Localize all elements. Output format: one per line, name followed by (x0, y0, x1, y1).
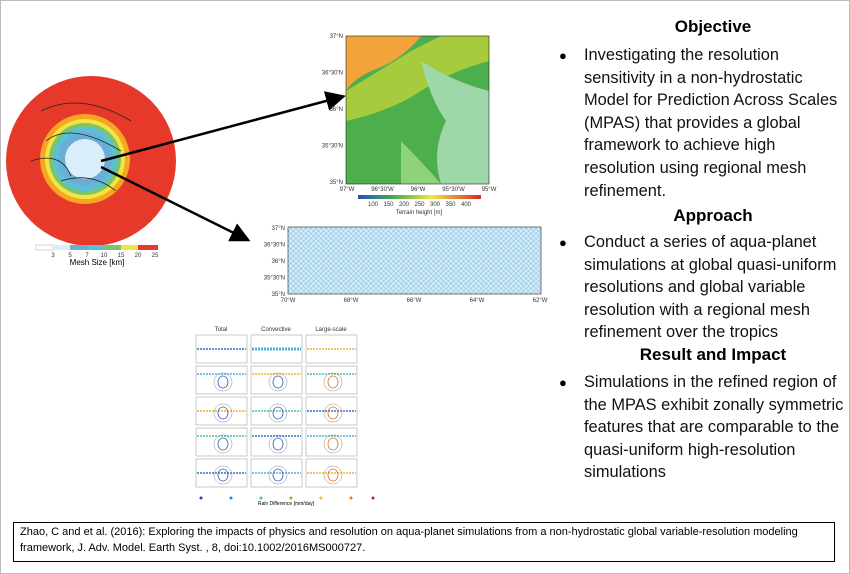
colorbar-tick: 3 (51, 253, 55, 259)
bullet-dot: ● (559, 48, 567, 63)
colorbar-tick: 250 (414, 202, 425, 208)
bullet-text: Investigating the resolution sensitivity… (584, 46, 838, 200)
bullet-dot: ● (559, 375, 567, 390)
colorbar-tick: 20 (135, 253, 142, 259)
globe (6, 76, 176, 246)
panel-ring (323, 372, 343, 392)
lon-label: 96°30'W (371, 187, 394, 193)
bullet-text: Simulations in the refined region of the… (584, 373, 844, 482)
bullet-text: Conduct a series of aqua-planet simulati… (584, 233, 837, 342)
panel-ring (272, 406, 284, 420)
lon-label: 95°30'W (442, 187, 465, 193)
colorbar-tick: 400 (461, 202, 472, 208)
lon-label: 68°W (344, 298, 359, 304)
colorbar-label: Rain Difference [mm/day] (258, 501, 315, 507)
panel (195, 365, 248, 395)
panel-ring (268, 403, 288, 423)
panel-ring (323, 434, 343, 454)
panel-ring (323, 465, 343, 485)
lon-label: 62°W (533, 298, 548, 304)
colorbar-tick: 15 (118, 253, 125, 259)
lon-label: 97°W (340, 187, 355, 193)
panel-ring (217, 406, 229, 420)
lon-label: 96°W (411, 187, 426, 193)
lon-label: 95°W (482, 187, 497, 193)
panel-column-title: Large-scale (315, 327, 347, 333)
panel-column-title: Convective (261, 327, 291, 333)
panel-ring (272, 375, 284, 389)
mesh-map (287, 226, 542, 295)
lon-label: 70°W (281, 298, 296, 304)
lat-label: 35°30'N (264, 276, 285, 282)
colorbar-tick: 5 (68, 253, 72, 259)
lat-label: 36°30'N (322, 71, 343, 77)
terrain-map (345, 35, 490, 199)
bullet-dot: ● (559, 235, 567, 250)
panel-ring (213, 403, 233, 423)
arrow (100, 165, 251, 242)
section-heading: Result and Impact (639, 345, 787, 364)
lat-label: 37°N (272, 226, 285, 232)
panel-ring (268, 465, 288, 485)
lat-label: 36°N (272, 259, 285, 265)
panel-ring (213, 372, 233, 392)
colorbar-tick: 25 (152, 253, 159, 259)
citation: Zhao, C and et al. (2016): Exploring the… (13, 522, 835, 562)
lat-label: 36°N (330, 107, 343, 113)
colorbar-tick: 200 (399, 202, 410, 208)
colorbar-tick: 7 (85, 253, 89, 259)
panel-column-title: Total (215, 327, 228, 333)
lat-label: 35°N (330, 180, 343, 186)
panel (195, 427, 248, 457)
lon-label: 66°W (407, 298, 422, 304)
panel-ring (323, 403, 343, 423)
lat-label: 35°N (272, 292, 285, 298)
colorbar-tick: 300 (430, 202, 441, 208)
colorbar-tick: 10 (101, 253, 108, 259)
panel-ring (268, 434, 288, 454)
lon-label: 64°W (470, 298, 485, 304)
panel-ring (213, 434, 233, 454)
rain-colorbar (199, 496, 375, 500)
panel-ring (327, 375, 339, 389)
panel-ring (272, 468, 284, 482)
globe-colorbar (35, 244, 158, 251)
panel (305, 365, 358, 395)
colorbar-label: Mesh Size [km] (70, 258, 125, 267)
panel-ring (327, 437, 339, 451)
colorbar-label: Terrain height [m] (396, 210, 443, 216)
colorbar-tick: 150 (383, 202, 394, 208)
panel-grid: Total Convective Large-scale (195, 327, 358, 488)
panel-ring (217, 437, 229, 451)
panel-ring (272, 437, 284, 451)
section-heading: Approach (673, 206, 753, 225)
panel (305, 427, 358, 457)
section-heading: Objective (674, 17, 752, 36)
panel-ring (327, 406, 339, 420)
panel-ring (217, 375, 229, 389)
arrow (100, 91, 346, 163)
colorbar-tick: 100 (368, 202, 379, 208)
panel (250, 365, 303, 395)
lat-label: 36°30'N (264, 243, 285, 249)
panel (250, 427, 303, 457)
panel-ring (327, 468, 339, 482)
panel-ring (268, 372, 288, 392)
panel-ring (213, 465, 233, 485)
colorbar-tick: 350 (445, 202, 456, 208)
lat-label: 37°N (330, 34, 343, 40)
lat-label: 35°30'N (322, 144, 343, 150)
panel-ring (217, 468, 229, 482)
